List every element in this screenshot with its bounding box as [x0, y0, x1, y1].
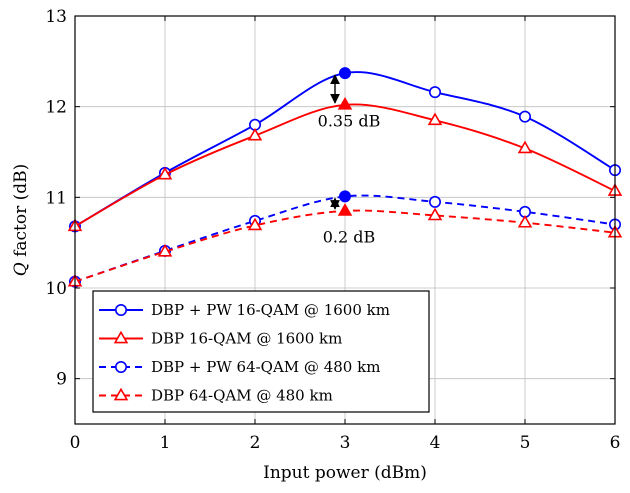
data-point — [338, 190, 351, 203]
data-point — [157, 243, 173, 257]
data-point — [517, 140, 533, 154]
data-point — [337, 97, 353, 110]
data-point — [427, 207, 443, 221]
legend-box — [92, 290, 430, 413]
data-point — [428, 86, 441, 99]
legend-entry-4: DBP 64-QAM @ 480 km — [99, 387, 333, 405]
legend: DBP + PW 16-QAM @ 1600 km DBP 16-QAM @ 16… — [92, 290, 430, 413]
data-point — [157, 166, 173, 180]
x-tick-label: 0 — [70, 433, 81, 453]
legend-entry-2: DBP 16-QAM @ 1600 km — [99, 330, 342, 348]
y-tick-label: 10 — [45, 279, 67, 299]
x-axis-title: Input power (dBm) — [263, 463, 427, 483]
x-tick-label: 6 — [610, 433, 621, 453]
data-point — [428, 195, 441, 208]
data-point — [247, 127, 263, 141]
y-tick-label: 11 — [45, 188, 67, 208]
y-axis-title-rest: factor (dB) — [11, 164, 31, 263]
legend-entry-1: DBP + PW 16-QAM @ 1600 km — [99, 301, 390, 319]
series-4 — [67, 203, 623, 287]
x-tick-label: 5 — [520, 433, 531, 453]
x-tick-label: 3 — [340, 433, 351, 453]
annotation-label: 0.35 dB — [318, 112, 381, 131]
data-point — [427, 112, 443, 126]
x-tick-label: 1 — [160, 433, 171, 453]
y-tick-label: 13 — [45, 7, 67, 27]
legend-label: DBP + PW 16-QAM @ 1600 km — [151, 301, 390, 319]
data-point — [518, 110, 531, 123]
data-point — [337, 203, 353, 216]
legend-marker — [115, 360, 128, 373]
legend-label: DBP + PW 64-QAM @ 480 km — [151, 358, 380, 376]
legend-label: DBP 16-QAM @ 1600 km — [151, 330, 342, 348]
legend-marker — [115, 303, 128, 316]
data-point — [247, 217, 263, 231]
annotation-label: 0.2 dB — [323, 228, 376, 247]
x-tick-label: 4 — [430, 433, 441, 453]
legend-marker — [113, 387, 129, 401]
y-axis-title: Q factor (dB) — [11, 164, 31, 277]
x-tick-label: 2 — [250, 433, 261, 453]
legend-label: DBP 64-QAM @ 480 km — [151, 387, 333, 405]
legend-marker — [113, 330, 129, 344]
annotation-group: 0.35 dB 0.2 dB — [318, 74, 381, 247]
y-axis-title-q: Q — [11, 262, 31, 276]
y-tick-label: 9 — [56, 370, 67, 390]
legend-entry-3: DBP + PW 64-QAM @ 480 km — [99, 358, 380, 376]
y-tick-label: 12 — [45, 98, 67, 118]
data-point — [338, 67, 351, 80]
data-point — [517, 214, 533, 228]
